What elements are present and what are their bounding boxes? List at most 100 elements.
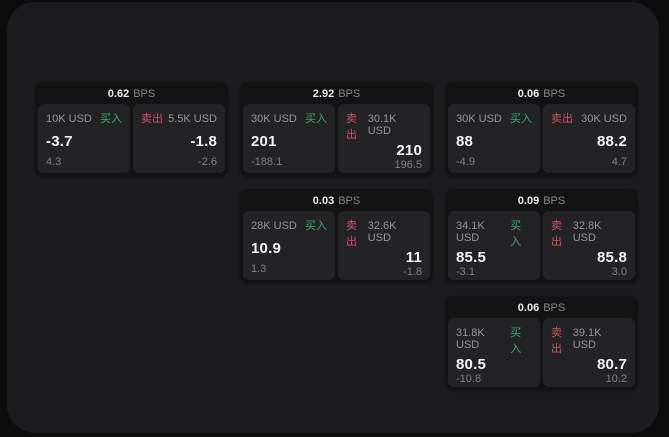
card-body: 30K USD 买入 201 -188.1 卖出 30.1K USD 210 1… bbox=[243, 104, 430, 173]
buy-sub-value: -3.1 bbox=[456, 266, 475, 278]
buy-amount: 28K USD bbox=[251, 220, 297, 232]
bps-value: 0.09 bbox=[517, 195, 540, 207]
card-header: 2.92 BPS bbox=[243, 85, 430, 104]
card-header: 0.06 BPS bbox=[448, 85, 635, 104]
quote-cards-grid: 0.62 BPS 10K USD 买入 -3.7 4.3 卖出 5.5K USD bbox=[35, 82, 638, 390]
buy-label: 买入 bbox=[510, 113, 532, 125]
sell-label: 卖出 bbox=[551, 113, 573, 125]
sell-price: 210 bbox=[396, 142, 422, 159]
buy-sub-value: -10.8 bbox=[456, 373, 482, 385]
bps-value: 0.06 bbox=[517, 302, 540, 314]
card-header: 0.62 BPS bbox=[38, 85, 225, 104]
buy-price: 85.5 bbox=[456, 249, 486, 266]
sell-amount: 32.6K USD bbox=[367, 220, 397, 244]
buy-panel-header: 34.1K USD 买入 bbox=[456, 217, 532, 249]
buy-label: 买入 bbox=[100, 113, 122, 125]
buy-sub-value: 1.3 bbox=[251, 263, 267, 275]
buy-sub-value: -4.9 bbox=[456, 156, 475, 168]
quote-card[interactable]: 2.92 BPS 30K USD 买入 201 -188.1 卖出 30.1K U… bbox=[240, 82, 433, 176]
sell-panel[interactable]: 卖出 32.6K USD 11 -1.8 bbox=[338, 211, 430, 280]
sell-panel-header: 卖出 32.6K USD bbox=[346, 217, 422, 249]
buy-panel[interactable]: 28K USD 买入 10.9 1.3 bbox=[243, 211, 335, 280]
sell-price: 80.7 bbox=[597, 356, 627, 373]
card-body: 10K USD 买入 -3.7 4.3 卖出 5.5K USD -1.8 -2.… bbox=[38, 104, 225, 173]
buy-price: -3.7 bbox=[46, 132, 73, 150]
buy-amount: 31.8K USD bbox=[456, 327, 485, 351]
buy-panel-header: 30K USD 买入 bbox=[251, 110, 327, 126]
sell-panel-header: 卖出 39.1K USD bbox=[551, 324, 627, 356]
quote-card[interactable]: 0.06 BPS 30K USD 买入 88 -4.9 卖出 30K USD bbox=[445, 82, 638, 176]
bps-unit: BPS bbox=[338, 195, 361, 207]
sell-amount: 5.5K USD bbox=[168, 113, 217, 125]
sell-sub-value: -2.6 bbox=[198, 156, 217, 168]
buy-panel[interactable]: 30K USD 买入 88 -4.9 bbox=[448, 104, 540, 173]
buy-sub-value: 4.3 bbox=[46, 156, 62, 168]
buy-label: 买入 bbox=[305, 113, 327, 125]
sell-panel[interactable]: 卖出 32.8K USD 85.8 3.0 bbox=[543, 211, 635, 280]
sell-label: 卖出 bbox=[141, 113, 163, 125]
buy-amount: 34.1K USD bbox=[456, 220, 485, 244]
quote-card[interactable]: 0.06 BPS 31.8K USD 买入 80.5 -10.8 卖出 39.1K… bbox=[445, 296, 638, 390]
buy-label: 买入 bbox=[510, 220, 522, 248]
sell-panel-header: 卖出 30K USD bbox=[551, 110, 627, 126]
sell-label: 卖出 bbox=[551, 220, 562, 248]
card-body: 30K USD 买入 88 -4.9 卖出 30K USD 88.2 4.7 bbox=[448, 104, 635, 173]
buy-price: 88 bbox=[456, 132, 474, 150]
sell-amount: 30K USD bbox=[581, 113, 627, 125]
buy-panel[interactable]: 10K USD 买入 -3.7 4.3 bbox=[38, 104, 130, 173]
sell-sub-value: 4.7 bbox=[611, 156, 627, 168]
bps-unit: BPS bbox=[543, 195, 566, 207]
sell-panel[interactable]: 卖出 39.1K USD 80.7 10.2 bbox=[543, 318, 635, 387]
bps-value: 2.92 bbox=[312, 88, 335, 100]
buy-amount: 30K USD bbox=[456, 113, 502, 125]
buy-amount: 30K USD bbox=[251, 113, 297, 125]
buy-label: 买入 bbox=[510, 327, 522, 355]
buy-amount: 10K USD bbox=[46, 113, 92, 125]
buy-panel[interactable]: 31.8K USD 买入 80.5 -10.8 bbox=[448, 318, 540, 387]
card-header: 0.06 BPS bbox=[448, 299, 635, 318]
sell-amount: 30.1K USD bbox=[367, 113, 397, 137]
sell-label: 卖出 bbox=[551, 327, 562, 355]
buy-panel[interactable]: 34.1K USD 买入 85.5 -3.1 bbox=[448, 211, 540, 280]
sell-amount: 32.8K USD bbox=[572, 220, 602, 244]
buy-sub-value: -188.1 bbox=[251, 156, 283, 168]
bps-unit: BPS bbox=[543, 302, 566, 314]
quote-card[interactable]: 0.03 BPS 28K USD 买入 10.9 1.3 卖出 32.6K USD bbox=[240, 189, 433, 283]
sell-sub-value: 196.5 bbox=[394, 159, 422, 171]
card-header: 0.09 BPS bbox=[448, 192, 635, 211]
bps-value: 0.06 bbox=[517, 88, 540, 100]
sell-price: 11 bbox=[405, 249, 422, 266]
sell-sub-value: 10.2 bbox=[605, 373, 627, 385]
card-body: 28K USD 买入 10.9 1.3 卖出 32.6K USD 11 -1.8 bbox=[243, 211, 430, 280]
sell-panel[interactable]: 卖出 30.1K USD 210 196.5 bbox=[338, 104, 430, 173]
sell-panel[interactable]: 卖出 30K USD 88.2 4.7 bbox=[543, 104, 635, 173]
bps-value: 0.03 bbox=[312, 195, 335, 207]
card-header: 0.03 BPS bbox=[243, 192, 430, 211]
buy-price: 201 bbox=[251, 132, 277, 150]
sell-panel-header: 卖出 32.8K USD bbox=[551, 217, 627, 249]
sell-price: 85.8 bbox=[597, 249, 627, 266]
buy-panel[interactable]: 30K USD 买入 201 -188.1 bbox=[243, 104, 335, 173]
card-body: 31.8K USD 买入 80.5 -10.8 卖出 39.1K USD 80.… bbox=[448, 318, 635, 387]
sell-amount: 39.1K USD bbox=[572, 327, 602, 351]
card-body: 34.1K USD 买入 85.5 -3.1 卖出 32.8K USD 85.8… bbox=[448, 211, 635, 280]
buy-panel-header: 28K USD 买入 bbox=[251, 217, 327, 233]
bps-unit: BPS bbox=[338, 88, 361, 100]
sell-sub-value: 3.0 bbox=[611, 266, 627, 278]
bps-unit: BPS bbox=[133, 88, 156, 100]
sell-panel[interactable]: 卖出 5.5K USD -1.8 -2.6 bbox=[133, 104, 225, 173]
buy-price: 10.9 bbox=[251, 239, 281, 257]
buy-panel-header: 31.8K USD 买入 bbox=[456, 324, 532, 356]
buy-panel-header: 10K USD 买入 bbox=[46, 110, 122, 126]
main-panel: 0.62 BPS 10K USD 买入 -3.7 4.3 卖出 5.5K USD bbox=[7, 2, 659, 433]
bps-value: 0.62 bbox=[107, 88, 130, 100]
quote-card[interactable]: 0.09 BPS 34.1K USD 买入 85.5 -3.1 卖出 32.8K … bbox=[445, 189, 638, 283]
buy-panel-header: 30K USD 买入 bbox=[456, 110, 532, 126]
sell-panel-header: 卖出 5.5K USD bbox=[141, 110, 217, 126]
bps-unit: BPS bbox=[543, 88, 566, 100]
sell-label: 卖出 bbox=[346, 113, 357, 141]
sell-price: -1.8 bbox=[190, 132, 217, 150]
sell-label: 卖出 bbox=[346, 220, 357, 248]
buy-price: 80.5 bbox=[456, 356, 486, 373]
quote-card[interactable]: 0.62 BPS 10K USD 买入 -3.7 4.3 卖出 5.5K USD bbox=[35, 82, 228, 176]
